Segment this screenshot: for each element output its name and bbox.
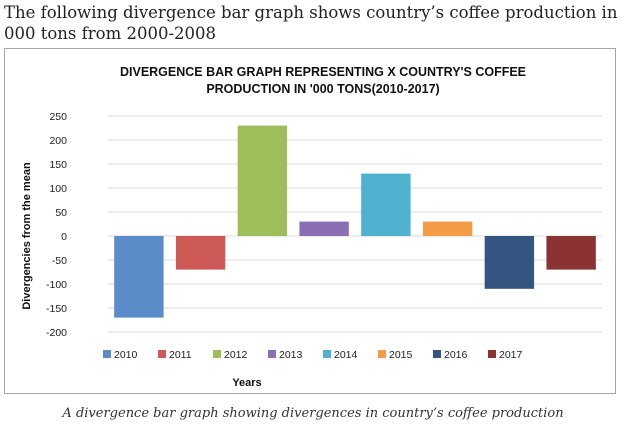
y-axis-label: Divergencies from the mean	[21, 162, 33, 310]
legend-label-2014: 2014	[334, 349, 358, 361]
bar-2015	[422, 221, 473, 236]
y-tick-label: 200	[49, 135, 67, 147]
bar-2011	[175, 236, 226, 270]
legend-label-2016: 2016	[444, 349, 468, 361]
y-tick-label: -50	[52, 255, 67, 267]
bar-2010	[114, 236, 164, 318]
y-tick-label: -150	[46, 303, 67, 315]
bar-2017	[546, 236, 596, 270]
legend-label-2015: 2015	[389, 349, 413, 361]
chart-frame: DIVERGENCE BAR GRAPH REPRESENTING X COUN…	[4, 48, 616, 394]
y-tick-label: 0	[61, 231, 67, 243]
y-tick-label: 150	[49, 159, 67, 171]
legend-label-2011: 2011	[169, 349, 192, 361]
y-axis-ticks: -200 -150 -100 -50 0 50 100 150 200 250	[46, 111, 67, 339]
legend-label-2013: 2013	[279, 349, 303, 361]
y-tick-label: 100	[49, 183, 67, 195]
y-tick-label: 50	[55, 207, 67, 219]
legend-swatch-2014	[323, 350, 331, 358]
legend-swatch-2011	[158, 350, 166, 358]
legend-swatch-2017	[488, 350, 496, 358]
y-tick-label: -100	[46, 279, 67, 291]
legend-label-2012: 2012	[224, 349, 248, 361]
page-heading: The following divergence bar graph shows…	[4, 3, 618, 43]
legend-swatch-2016	[433, 350, 441, 358]
bar-2014	[361, 173, 411, 236]
figure-caption: A divergence bar graph showing divergenc…	[62, 406, 564, 421]
divergence-bar-chart: DIVERGENCE BAR GRAPH REPRESENTING X COUN…	[21, 65, 602, 389]
chart-title-line2: PRODUCTION IN '000 TONS(2010-2017)	[206, 82, 439, 96]
y-tick-label: 250	[49, 111, 67, 123]
x-axis-label: Years	[232, 377, 261, 389]
legend-label-2010: 2010	[114, 349, 138, 361]
chart-gridlines	[108, 115, 602, 333]
legend-label-2017: 2017	[499, 349, 523, 361]
chart-legend: 2010 2011 2012 2013 2014 2015 2016 2017	[103, 349, 523, 361]
legend-swatch-2015	[378, 350, 386, 358]
bar-2013	[299, 221, 349, 236]
legend-swatch-2012	[213, 350, 221, 358]
y-tick-label: -200	[46, 327, 67, 339]
chart-bars	[114, 125, 596, 318]
bar-2012	[237, 125, 288, 236]
legend-swatch-2013	[268, 350, 276, 358]
legend-swatch-2010	[103, 350, 111, 358]
chart-title-line1: DIVERGENCE BAR GRAPH REPRESENTING X COUN…	[120, 65, 526, 79]
bar-2016	[484, 236, 535, 289]
